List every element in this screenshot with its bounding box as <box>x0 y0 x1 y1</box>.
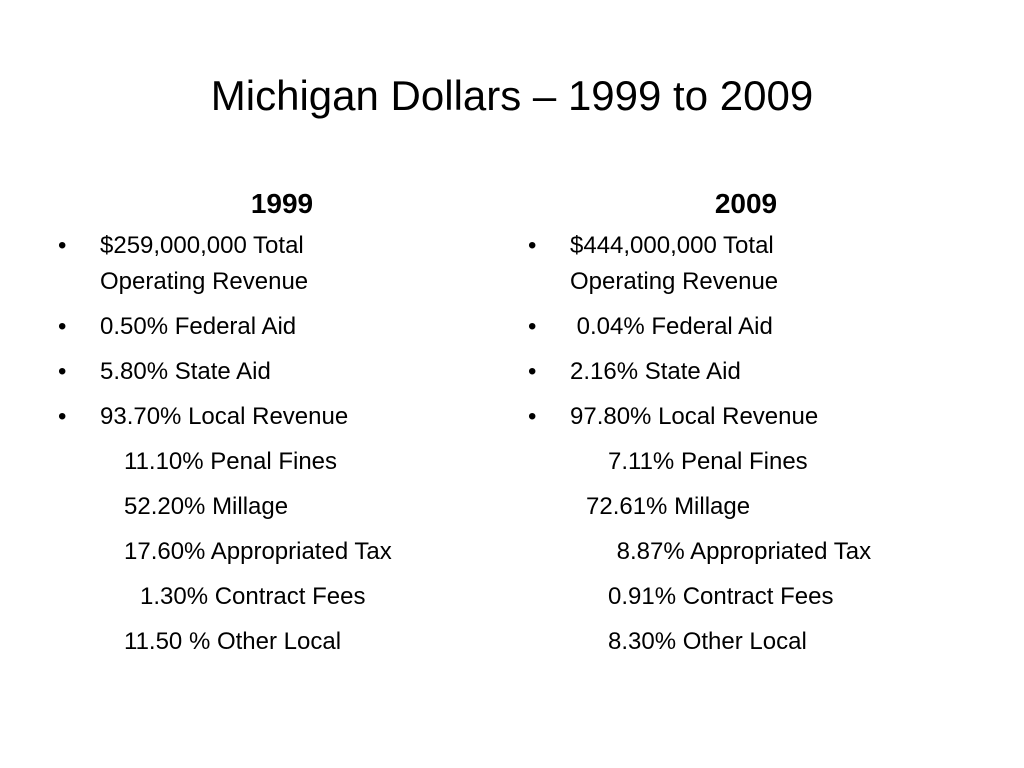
slide-title: Michigan Dollars – 1999 to 2009 <box>210 72 814 119</box>
bullet-item: $444,000,000 Total Operating Revenue <box>526 228 870 300</box>
sub-item: 7.11% Penal Fines <box>608 448 808 475</box>
column-2009: 2009 $444,000,000 Total Operating Revenu… <box>526 182 966 669</box>
bullet-item: 93.70% Local Revenue <box>56 399 496 435</box>
sub-item: 11.50 % Other Local <box>124 628 342 655</box>
sub-item: 8.30% Other Local <box>608 628 807 655</box>
sub-item: 72.61% Millage <box>586 493 751 520</box>
bullet-item: 5.80% State Aid <box>56 354 496 390</box>
bullet-item: $259,000,000 Total Operating Revenue <box>56 228 400 300</box>
bullet-item: 2.16% State Aid <box>526 354 966 390</box>
sub-item: 1.30% Contract Fees <box>140 583 366 610</box>
bullet-list: $444,000,000 Total Operating Revenue 0.0… <box>526 228 966 660</box>
sub-item: 8.87% Appropriated Tax <box>610 538 872 565</box>
bullet-item: 0.50% Federal Aid <box>56 309 496 345</box>
column-heading: 1999 <box>250 188 314 219</box>
sub-item: 11.10% Penal Fines <box>124 448 338 475</box>
column-1999: 1999 $259,000,000 Total Operating Revenu… <box>56 182 496 669</box>
sub-item: 17.60% Appropriated Tax <box>124 538 392 565</box>
sub-item: 0.91% Contract Fees <box>608 583 834 610</box>
column-heading: 2009 <box>714 188 778 219</box>
bullet-item: 97.80% Local Revenue <box>526 399 966 435</box>
bullet-item: 0.04% Federal Aid <box>526 309 966 345</box>
bullet-list: $259,000,000 Total Operating Revenue 0.5… <box>56 228 496 660</box>
sub-item: 52.20% Millage <box>124 493 289 520</box>
